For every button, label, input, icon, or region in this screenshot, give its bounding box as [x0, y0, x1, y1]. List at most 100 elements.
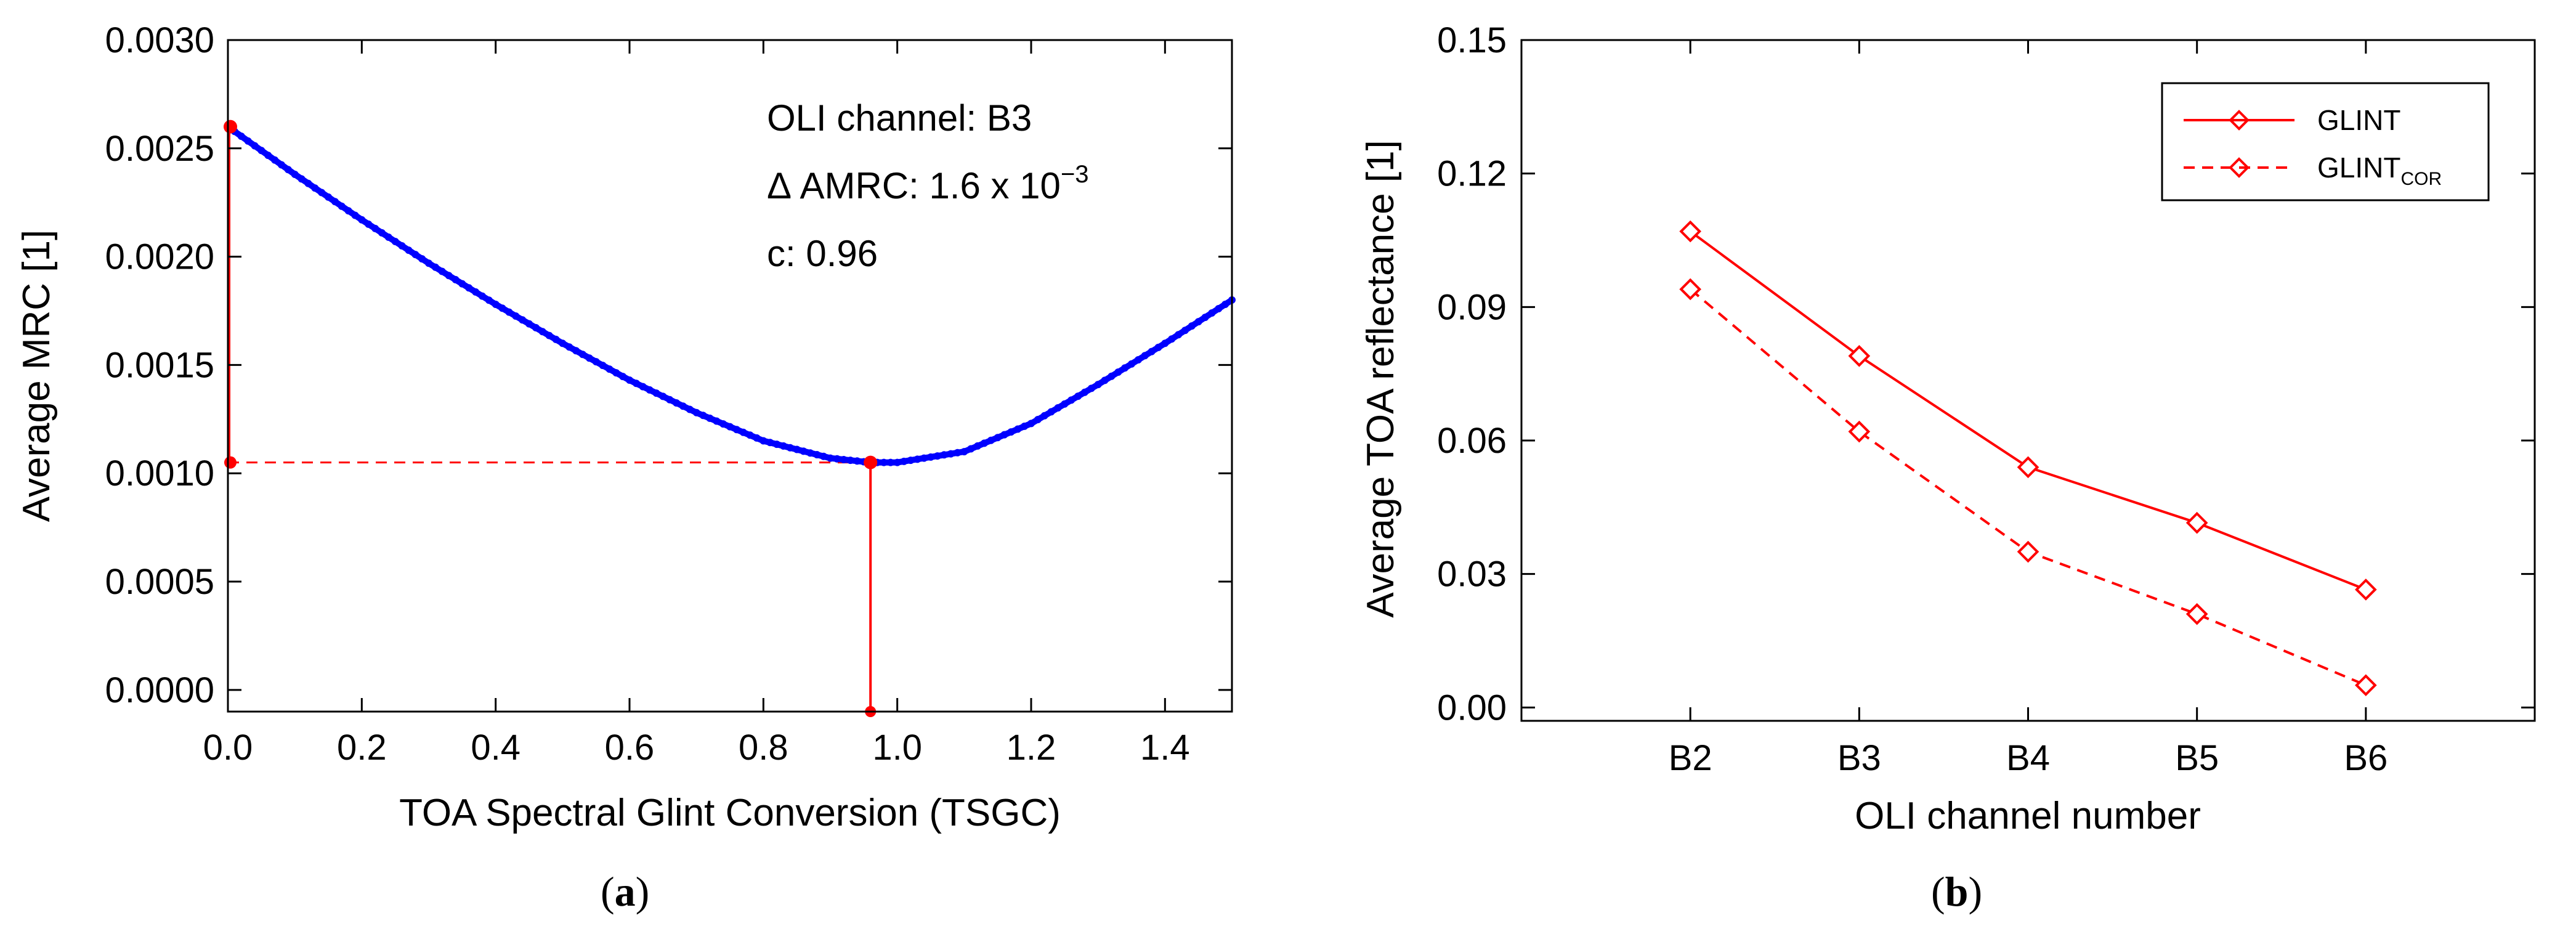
mrc-sample-point	[900, 457, 908, 465]
mrc-sample-point	[425, 259, 432, 267]
panel-a-x-axis-label: TOA Spectral Glint Conversion (TSGC)	[399, 792, 1061, 834]
series-line-glint	[1690, 230, 2367, 591]
mrc-sample-point	[1148, 347, 1156, 355]
mrc-sample-point	[673, 399, 681, 407]
mrc-sample-point	[1047, 408, 1055, 416]
mrc-sample-point	[1188, 322, 1196, 330]
point-glint	[2355, 579, 2377, 601]
mrc-sample-point	[431, 263, 439, 271]
legend-glint-cor-marker	[2229, 157, 2250, 178]
mrc-sample-point	[1154, 343, 1162, 351]
mrc-sample-point	[933, 452, 941, 460]
mrc-sample-point	[1074, 392, 1082, 400]
mrc-sample-point	[1101, 376, 1109, 384]
mrc-sample-point	[759, 437, 768, 445]
point-glint-cor	[2355, 674, 2377, 697]
mrc-sample-point	[318, 189, 326, 197]
mrc-sample-point	[713, 417, 721, 425]
panel-a-marks	[224, 120, 1236, 717]
panel-a-y-axis-label: Average MRC [1]	[15, 230, 58, 522]
panel-b-caption-close: )	[1968, 868, 1982, 915]
point-glint-cor	[1848, 420, 1871, 443]
mrc-sample-point	[1215, 305, 1223, 312]
mrc-sample-point	[779, 442, 787, 450]
mrc-sample-point	[1021, 422, 1029, 430]
mrc-sample-point	[827, 454, 834, 462]
mrc-sample-point	[1080, 388, 1088, 396]
point-glint	[2017, 456, 2039, 479]
mrc-sample-point	[619, 373, 627, 381]
mrc-sample-point	[786, 444, 794, 452]
panel-a-caption: (a)	[601, 868, 649, 915]
legend-glint-label: GLINT	[2317, 104, 2400, 136]
mrc-sample-point	[505, 308, 513, 316]
mrc-sample-point	[512, 312, 520, 320]
panel-b-y-axis-label: Average TOA reflectance [1]	[1359, 140, 1402, 617]
mrc-sample-point	[626, 376, 633, 384]
legend-glint-cor-label: GLINTCOR	[2317, 152, 2442, 189]
mrc-sample-point	[646, 386, 654, 394]
y-tick-label: 0.03	[1437, 554, 1507, 595]
mrc-sample-point	[578, 351, 586, 359]
mrc-sample-point	[344, 207, 352, 215]
legend-glint-cor-base: GLINT	[2317, 152, 2400, 184]
y-tick-label: 0.06	[1437, 421, 1507, 461]
mrc-sample-point	[311, 184, 319, 192]
annotation-delta-amrc-exponent: −3	[1061, 161, 1089, 188]
mrc-sample-point	[1087, 384, 1095, 392]
start-point-marker	[224, 120, 237, 134]
panel-b-caption-letter: b	[1945, 868, 1969, 915]
mrc-sample-point	[1114, 368, 1122, 376]
mrc-sample-point	[1168, 335, 1176, 343]
mrc-sample-point	[987, 436, 995, 444]
mrc-sample-point	[1201, 314, 1209, 322]
mrc-sample-point	[980, 439, 988, 447]
mrc-sample-point	[840, 456, 848, 463]
mrc-sample-point	[806, 449, 814, 457]
mrc-sample-point	[257, 147, 265, 155]
annotation-delta-amrc-base: Δ AMRC: 1.6 x 10	[767, 165, 1061, 206]
mrc-sample-point	[418, 255, 426, 263]
mrc-sample-point	[1007, 428, 1015, 436]
mrc-sample-point	[1034, 416, 1042, 423]
mrc-sample-point	[706, 414, 714, 422]
mrc-sample-point	[559, 339, 567, 347]
y-tick-label: 0.00	[1437, 688, 1507, 728]
mrc-sample-point	[271, 156, 279, 164]
panel-b-caption: (b)	[1931, 868, 1982, 915]
mrc-sample-point	[565, 343, 573, 351]
mrc-sample-point	[913, 455, 921, 463]
mrc-sample-point	[1121, 364, 1129, 372]
mrc-sample-point	[974, 442, 982, 450]
mrc-sample-point	[391, 238, 399, 245]
point-glint-cor	[2185, 603, 2208, 625]
mrc-sample-point	[639, 383, 647, 391]
mrc-sample-point	[773, 441, 781, 449]
mrc-sample-point	[699, 412, 707, 420]
y-tick-label: 0.15	[1437, 20, 1507, 60]
mrc-sample-point	[244, 137, 252, 145]
y-tick-label: 0.09	[1437, 287, 1507, 327]
mrc-sample-point	[793, 445, 801, 453]
x-tick-label: 1.0	[872, 728, 922, 768]
mrc-curve-samples	[224, 123, 1236, 466]
legend: GLINT GLINTCOR	[2161, 82, 2490, 201]
mrc-sample-point	[726, 423, 734, 431]
x-tick-label: B5	[2175, 738, 2219, 778]
annotation-c-value: c: 0.96	[767, 233, 878, 274]
mrc-sample-point	[940, 451, 948, 459]
mrc-sample-point	[1161, 339, 1169, 347]
mrc-sample-point	[264, 152, 272, 160]
mrc-sample-point	[538, 328, 546, 336]
mrc-sample-point	[846, 457, 854, 465]
mrc-sample-point	[1014, 425, 1022, 433]
y-tick-label: 0.0025	[105, 129, 214, 169]
x-tick-label: 1.4	[1140, 728, 1190, 768]
mrc-sample-point	[800, 447, 808, 455]
mrc-sample-point	[612, 369, 620, 377]
mrc-sample-point	[338, 202, 346, 210]
point-glint-cor	[1679, 278, 1701, 301]
panel-b-x-ticks: B2 B3 B4 B5 B6	[1669, 40, 2388, 778]
mrc-sample-point	[954, 449, 962, 457]
mrc-sample-point	[833, 455, 841, 463]
